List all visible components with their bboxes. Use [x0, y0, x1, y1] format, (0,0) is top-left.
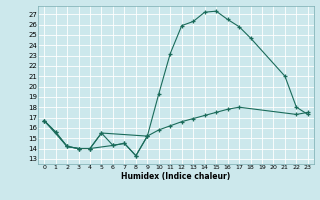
X-axis label: Humidex (Indice chaleur): Humidex (Indice chaleur)	[121, 172, 231, 181]
